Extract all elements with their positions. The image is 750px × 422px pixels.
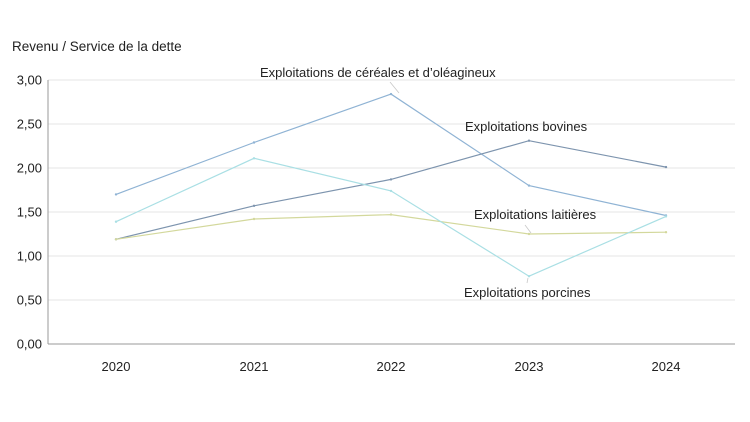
x-tick-label: 2023 <box>515 359 544 374</box>
series-label-2: Exploitations laitières <box>474 207 597 222</box>
series-lines <box>114 92 668 278</box>
y-tick-label: 2,50 <box>17 117 42 132</box>
series-point <box>527 139 531 142</box>
y-gridlines <box>48 79 735 301</box>
series-point <box>389 92 393 96</box>
series-line-0 <box>115 93 667 217</box>
x-tick-label: 2022 <box>377 359 406 374</box>
y-tick-label: 0,00 <box>17 337 42 352</box>
series-labels: Exploitations de céréales et d’oléagineu… <box>260 65 597 300</box>
series-point <box>252 204 256 207</box>
y-tick-labels: 0,00 0,50 1,00 1,50 2,00 2,50 3,00 <box>17 73 42 352</box>
series-point <box>527 184 531 187</box>
series-point <box>252 141 256 144</box>
y-tick-label: 0,50 <box>17 293 42 308</box>
y-axis-title: Revenu / Service de la dette <box>12 39 182 54</box>
series-point <box>389 213 393 216</box>
x-tick-label: 2021 <box>240 359 269 374</box>
y-tick-label: 3,00 <box>17 73 42 88</box>
series-point <box>664 231 668 234</box>
series-point <box>252 217 256 221</box>
series-label-1: Exploitations bovines <box>465 119 588 134</box>
series-point <box>389 189 393 193</box>
series-point <box>252 157 256 160</box>
series-point <box>664 165 668 169</box>
series-point <box>389 178 393 181</box>
series-label-leader <box>524 224 532 234</box>
x-tick-labels: 2020 2021 2022 2023 2024 <box>102 359 681 374</box>
series-point <box>114 220 118 223</box>
series-point <box>114 238 118 241</box>
y-tick-label: 2,00 <box>17 161 42 176</box>
series-point <box>114 193 118 196</box>
series-point <box>664 215 668 218</box>
series-point <box>527 275 531 278</box>
x-tick-label: 2024 <box>652 359 681 374</box>
x-tick-label: 2020 <box>102 359 131 374</box>
series-label-3: Exploitations porcines <box>464 285 591 300</box>
series-label-0: Exploitations de céréales et d’oléagineu… <box>260 65 496 80</box>
y-tick-label: 1,00 <box>17 249 42 264</box>
series-label-leader <box>389 81 400 94</box>
series-point <box>527 232 531 236</box>
y-tick-label: 1,50 <box>17 205 42 220</box>
series-label-leader <box>526 277 529 284</box>
